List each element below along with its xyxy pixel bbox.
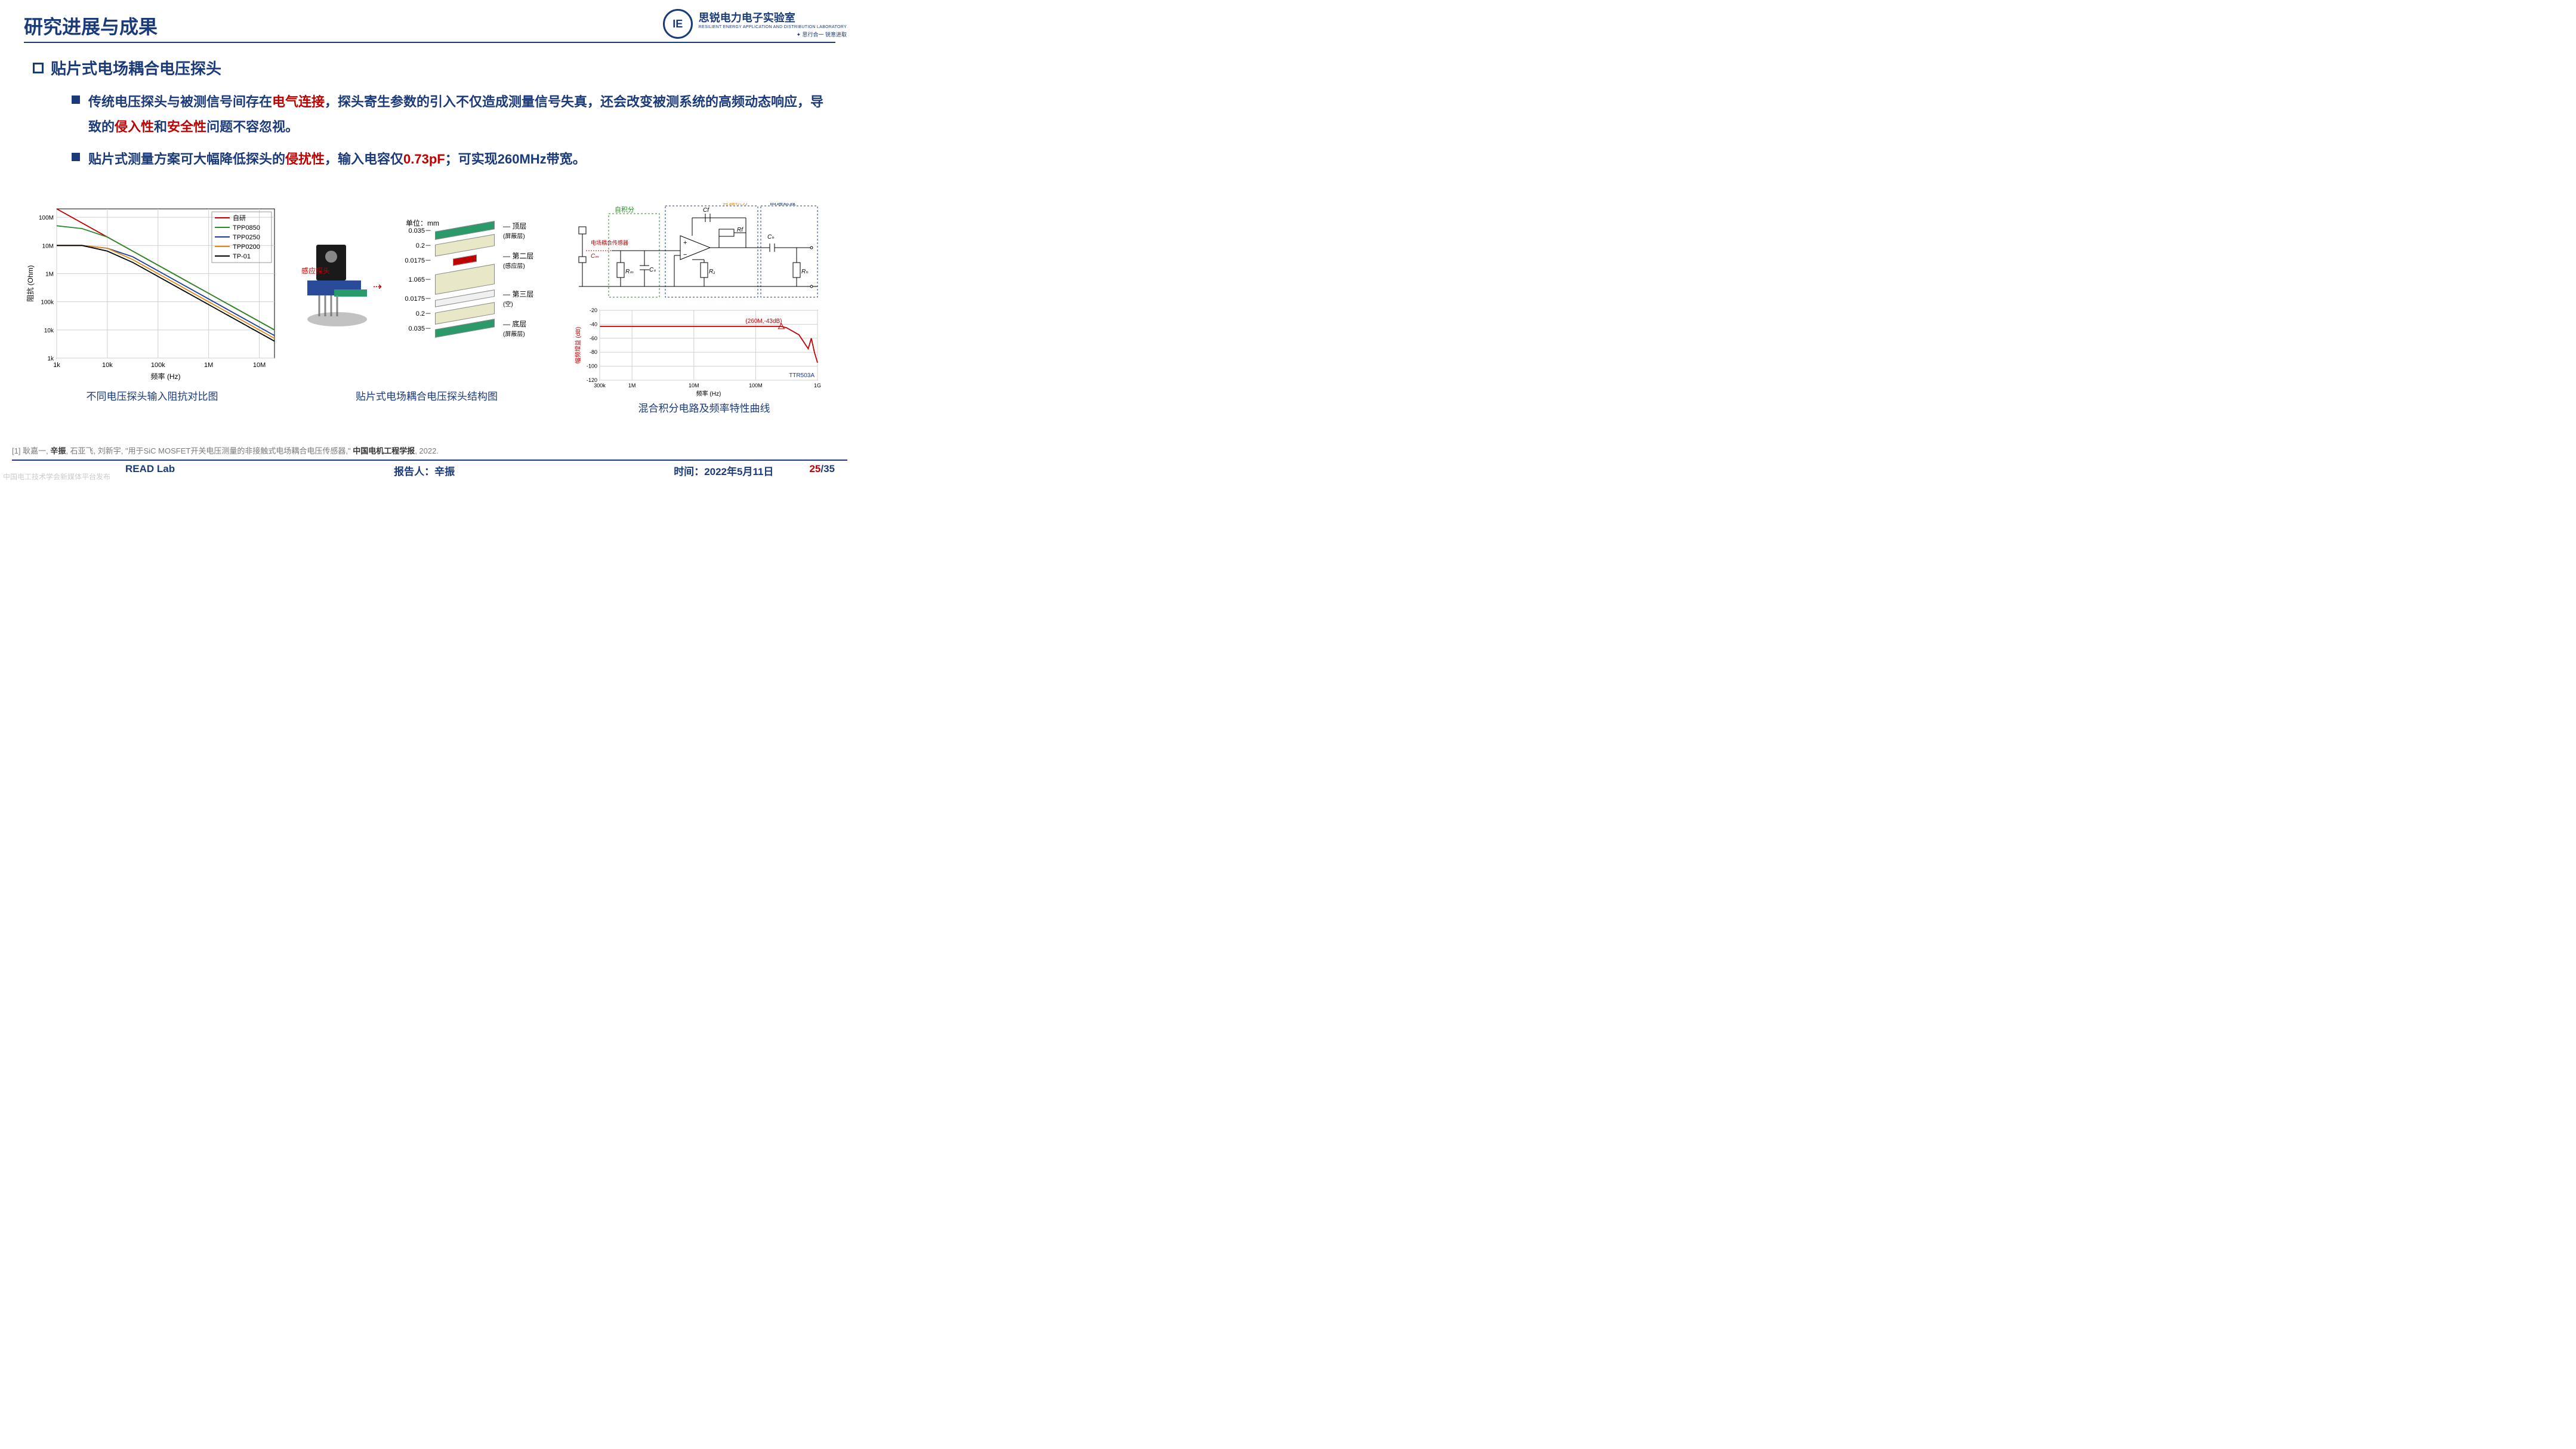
bullet-text: 贴片式测量方案可大幅降低探头的侵扰性，输入电容仅0.73pF；可实现260MHz… (88, 147, 586, 172)
svg-text:Rₕ: Rₕ (801, 269, 809, 275)
svg-text:+: + (683, 239, 687, 246)
svg-text:100k: 100k (151, 362, 165, 369)
svg-text:TPP0200: TPP0200 (233, 243, 260, 251)
svg-text:有源积分: 有源积分 (722, 203, 748, 206)
svg-text:(260M,-43dB): (260M,-43dB) (745, 318, 782, 325)
svg-text:Rf: Rf (737, 227, 744, 233)
lab-badge-icon: IE (663, 9, 693, 39)
svg-text:R₁: R₁ (709, 269, 715, 275)
device-illustration (298, 245, 376, 328)
circuit-schematic: 自积分 有源积分 高通滤波电场耦合传感器 Cₘ Rₘ Cₛ + − Cf Rf R₁ Cₕ Rₕ (573, 203, 823, 304)
bullet-filled-icon (72, 153, 80, 161)
page-number: 25/35 (809, 463, 835, 478)
svg-text:1M: 1M (628, 383, 636, 389)
bode-chart: -120-100-80-60-40-20300k1M10M100M1G(260M… (573, 307, 823, 397)
svg-text:1M: 1M (204, 362, 213, 369)
svg-text:-40: -40 (590, 321, 597, 327)
footer-divider (12, 460, 847, 461)
svg-text:-60: -60 (590, 335, 597, 341)
slide-title: 研究进展与成果 (24, 12, 158, 39)
bullet-filled-icon (72, 95, 80, 104)
bullet-list: 传统电压探头与被测信号间存在电气连接，探头寄生参数的引入不仅造成测量信号失真，还… (72, 90, 835, 178)
svg-text:10M: 10M (689, 383, 699, 389)
footer-presenter: 报告人：辛振 (394, 463, 455, 478)
lab-motto: ✦ 思行合一 锐意进取 (699, 30, 847, 38)
lab-logo-area: IE 思锐电力电子实验室 RESILIENT ENERGY APPLICATIO… (663, 9, 847, 39)
reference-citation: [1] 耿嘉一, 辛振, 石亚飞, 刘新宇, "用于SiC MOSFET开关电压… (12, 445, 439, 456)
section-title: 贴片式电场耦合电压探头 (51, 57, 221, 79)
arrow-icon: ⇢ (373, 280, 382, 293)
svg-text:频率 (Hz): 频率 (Hz) (696, 390, 721, 397)
figure-structure: 感应探头 ⇢ 单位：mm 0.035－— 顶层(屏蔽层)0.2－0.0175－—… (289, 203, 564, 415)
figure-caption: 混合积分电路及频率特性曲线 (638, 400, 770, 415)
lab-name-zh: 思锐电力电子实验室 (699, 10, 847, 25)
svg-text:自研: 自研 (233, 214, 246, 222)
svg-text:Cf: Cf (703, 207, 709, 214)
svg-text:TTR503A: TTR503A (789, 372, 815, 379)
svg-text:−: − (683, 251, 687, 258)
svg-text:10M: 10M (253, 362, 266, 369)
title-underline (24, 42, 835, 43)
impedance-chart-svg: 1k 10k 100k 1M 10M 1k 10k 100k 1M 10M 100M 自研 TPP085… (24, 203, 280, 382)
figures-row: 1k 10k 100k 1M 10M 1k 10k 100k 1M 10M 100M 自研 TPP085… (24, 203, 835, 415)
figure-impedance-chart: 1k 10k 100k 1M 10M 1k 10k 100k 1M 10M 100M 自研 TPP085… (24, 203, 280, 415)
svg-text:10k: 10k (44, 328, 54, 334)
svg-text:300k: 300k (594, 383, 606, 389)
svg-text:-80: -80 (590, 349, 597, 355)
svg-text:10M: 10M (42, 243, 54, 249)
svg-text:电场耦合传感器: 电场耦合传感器 (591, 239, 628, 246)
figure-circuit-bode: 自积分有源积分高通滤波电场耦合传感器CₘRₘCₛ+−CfRfR₁CₕRₕ -12… (573, 203, 835, 415)
figure-caption: 不同电压探头输入阻抗对比图 (87, 388, 218, 403)
svg-text:Rₘ: Rₘ (625, 269, 634, 275)
footer-lab: READ Lab (125, 463, 175, 478)
footer-time: 时间：2022年5月11日 (674, 463, 773, 478)
bullet-item: 贴片式测量方案可大幅降低探头的侵扰性，输入电容仅0.73pF；可实现260MHz… (72, 147, 835, 172)
figure-caption: 贴片式电场耦合电压探头结构图 (356, 388, 498, 403)
svg-text:1M: 1M (45, 271, 54, 278)
sensor-label: 感应探头 (301, 266, 330, 276)
watermark: 中国电工技术学会新媒体平台发布 (3, 471, 110, 482)
svg-text:1G: 1G (814, 383, 821, 389)
svg-text:100M: 100M (39, 215, 54, 221)
svg-text:1k: 1k (47, 356, 54, 362)
bullet-hollow-icon (33, 63, 44, 73)
svg-text:幅频增益 (dB): 幅频增益 (dB) (574, 327, 582, 364)
svg-text:TPP0850: TPP0850 (233, 224, 260, 232)
svg-text:-100: -100 (587, 363, 597, 369)
svg-text:高通滤波: 高通滤波 (770, 203, 796, 206)
lab-name-en: RESILIENT ENERGY APPLICATION AND DISTRIB… (699, 25, 847, 29)
svg-text:Cₛ: Cₛ (649, 267, 656, 273)
bullet-text: 传统电压探头与被测信号间存在电气连接，探头寄生参数的引入不仅造成测量信号失真，还… (88, 90, 835, 140)
section-header: 贴片式电场耦合电压探头 (33, 57, 221, 79)
svg-text:频率 (Hz): 频率 (Hz) (151, 372, 181, 381)
svg-text:1k: 1k (53, 362, 60, 369)
svg-text:Cₕ: Cₕ (767, 234, 775, 241)
svg-text:TPP0250: TPP0250 (233, 234, 260, 241)
svg-text:100M: 100M (749, 383, 763, 389)
slide-footer: READ Lab 报告人：辛振 时间：2022年5月11日 25/35 (0, 463, 859, 478)
svg-text:100k: 100k (41, 300, 54, 306)
svg-text:TP-01: TP-01 (233, 253, 251, 260)
svg-text:自积分: 自积分 (615, 206, 634, 214)
bullet-item: 传统电压探头与被测信号间存在电气连接，探头寄生参数的引入不仅造成测量信号失真，还… (72, 90, 835, 140)
svg-text:-20: -20 (590, 307, 597, 313)
svg-text:10k: 10k (102, 362, 113, 369)
layer-stack: 0.035－— 顶层(屏蔽层)0.2－0.0175－— 第二层(感应层)1.06… (403, 221, 558, 336)
svg-text:阻抗 (Ohm): 阻抗 (Ohm) (26, 265, 35, 301)
svg-text:Cₘ: Cₘ (591, 253, 599, 260)
